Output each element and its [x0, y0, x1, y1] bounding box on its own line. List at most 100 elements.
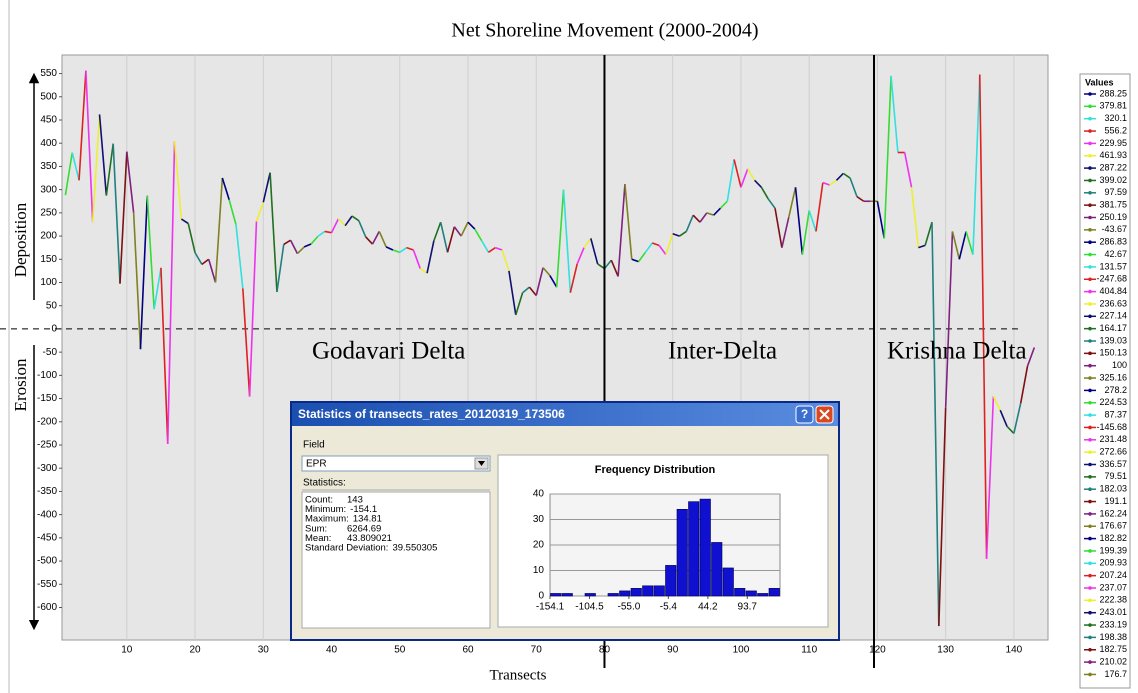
- x-tick-label: 40: [326, 645, 338, 656]
- field-dropdown[interactable]: [301, 455, 491, 472]
- y-tick-label: 40: [533, 489, 545, 500]
- line-segment: [706, 212, 714, 216]
- legend-label: 162.24: [1099, 508, 1127, 518]
- line-segment: [126, 151, 135, 213]
- legend-swatch-dot: [1088, 462, 1092, 467]
- bar: [699, 498, 711, 597]
- legend-swatch-dot: [1088, 240, 1092, 244]
- histogram-title: Frequency Distribution: [595, 464, 716, 476]
- legend-label: 222.38: [1099, 595, 1127, 605]
- x-tick-label: 93.7: [738, 602, 758, 613]
- legend-swatch-dot: [1088, 450, 1092, 454]
- y-tick-label: 50: [46, 300, 58, 311]
- legend-label: 191.1: [1104, 496, 1127, 506]
- legend-swatch-dot: [1088, 388, 1092, 393]
- line-segment: [98, 114, 108, 196]
- line-segment: [835, 172, 844, 181]
- line-segment: [474, 228, 483, 242]
- x-tick-label: 20: [189, 645, 201, 656]
- legend-label: -43.67: [1101, 224, 1127, 234]
- line-segment: [631, 258, 639, 263]
- line-segment: [64, 152, 74, 196]
- legend-label: 286.83: [1099, 237, 1127, 247]
- line-segment: [412, 249, 421, 269]
- line-segment: [944, 231, 954, 408]
- line-segment: [399, 247, 408, 253]
- line-segment: [194, 252, 203, 265]
- y-tick-label: 30: [533, 514, 545, 525]
- chart-title: Net Shoreline Movement (2000-2004): [451, 20, 758, 42]
- line-segment: [754, 179, 762, 188]
- legend-swatch-dot: [1088, 610, 1092, 615]
- y-tick-label: -400: [37, 509, 57, 520]
- line-segment: [71, 152, 80, 181]
- legend-label: 182.75: [1099, 644, 1127, 654]
- line-segment: [610, 259, 619, 277]
- line-segment: [85, 70, 94, 223]
- line-segment: [480, 240, 490, 253]
- line-segment: [801, 210, 810, 255]
- line-segment: [344, 215, 353, 227]
- stats-box: [301, 491, 491, 629]
- line-segment: [488, 247, 496, 253]
- region-label: Inter-Delta: [668, 338, 777, 365]
- line-segment: [242, 288, 251, 397]
- help-button[interactable]: [795, 405, 814, 424]
- line-segment: [515, 292, 524, 316]
- dialog: Statistics of transects_rates_20120319_1…: [290, 401, 840, 641]
- legend-label: 207.24: [1099, 570, 1127, 580]
- line-segment: [842, 172, 851, 179]
- line-segment: [672, 232, 680, 237]
- line-segment: [296, 246, 305, 255]
- bar: [607, 593, 619, 597]
- line-segment: [153, 267, 162, 310]
- legend-label: 87.37: [1104, 409, 1127, 419]
- line-segment: [351, 215, 360, 222]
- line-segment: [173, 140, 183, 220]
- line-segment: [992, 395, 1001, 411]
- bar: [745, 590, 757, 597]
- line-segment: [221, 177, 230, 201]
- legend-swatch-dot: [1088, 524, 1092, 529]
- x-tick-label: -154.1: [536, 602, 565, 613]
- legend-swatch-dot: [1088, 92, 1092, 96]
- line-segment: [180, 218, 189, 225]
- region-label: Godavari Delta: [312, 338, 465, 365]
- line-segment: [740, 168, 749, 188]
- y-tick-label: 0: [51, 324, 57, 335]
- bar: [711, 542, 723, 597]
- bar: [757, 593, 769, 597]
- line-segment: [760, 186, 769, 200]
- x-tick-label: 110: [801, 645, 817, 656]
- line-segment: [187, 223, 196, 253]
- x-axis-label: Transects: [490, 667, 547, 683]
- y-tick-label: 200: [40, 231, 57, 242]
- legend-label: 236.63: [1099, 298, 1127, 308]
- dropdown-arrow: [478, 461, 485, 466]
- line-segment: [774, 208, 783, 248]
- legend-label: 131.57: [1099, 261, 1127, 271]
- line-segment: [658, 244, 667, 256]
- bar: [688, 501, 700, 597]
- line-segment: [255, 202, 265, 222]
- bar: [653, 585, 665, 597]
- line-segment: [392, 249, 401, 254]
- legend-label: 79.51: [1104, 471, 1127, 481]
- stat-value: 39.550305: [392, 543, 437, 554]
- bar: [584, 593, 596, 597]
- legend-swatch-dot: [1088, 153, 1092, 158]
- line-segment: [228, 199, 237, 225]
- x-tick-label: 90: [667, 645, 679, 656]
- line-segment: [829, 179, 837, 186]
- legend-swatch-dot: [1088, 351, 1092, 356]
- stat-label: Count:: [305, 495, 333, 506]
- line-segment: [262, 172, 271, 203]
- line-segment: [501, 249, 510, 272]
- legend-swatch-dot: [1088, 104, 1092, 109]
- stat-value: 134.81: [353, 514, 382, 525]
- line-segment: [276, 244, 285, 293]
- y-tick-label: -600: [37, 602, 57, 613]
- line-segment: [433, 221, 442, 241]
